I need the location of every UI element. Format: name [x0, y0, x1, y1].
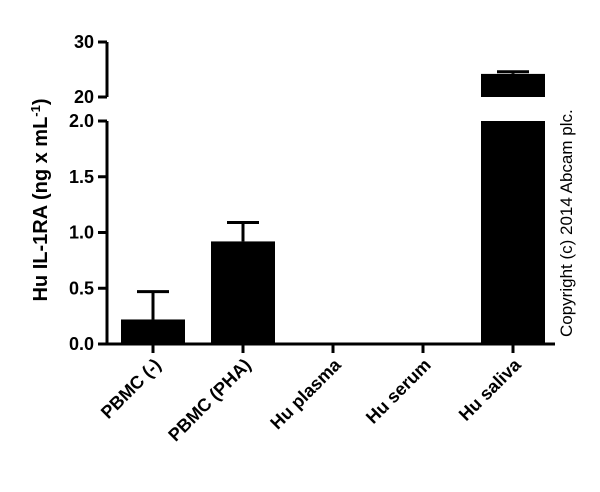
y-tick-label: 20 [74, 87, 94, 107]
bar-lower-segment [481, 121, 545, 344]
bar-upper-segment [481, 73, 545, 97]
y-tick-label: 0.5 [69, 278, 94, 298]
y-tick-label: 0.0 [69, 334, 94, 354]
x-category-label: Hu plasma [266, 354, 345, 433]
y-axis-label-close: ) [30, 98, 52, 105]
x-category-label: Hu saliva [455, 354, 526, 425]
y-tick-label: 1.0 [69, 223, 94, 243]
x-category-label: PBMC (PHA) [164, 355, 255, 446]
bars [121, 73, 545, 344]
y-axis-label: Hu IL-1RA (ng x mL-1) [28, 98, 53, 301]
copyright-annotation: Copyright (c) 2014 Abcam plc. [557, 109, 576, 337]
x-category-labels: PBMC (-) PBMC (PHA) Hu plasma Hu serum Hu sa… [97, 354, 526, 445]
y-axis-label-sup: -1 [28, 105, 43, 117]
y-tick-labels: 0.0 0.5 1.0 1.5 2.0 20 30 [69, 32, 94, 354]
y-tick-label: 1.5 [69, 167, 94, 187]
x-category-label: Hu serum [362, 355, 435, 428]
y-tick-label: 2.0 [69, 111, 94, 131]
x-category-label: PBMC (-) [97, 355, 165, 423]
bar [121, 319, 185, 344]
error-bars [137, 70, 529, 320]
bar [211, 241, 275, 344]
y-axis-label-main: Hu IL-1RA (ng x mL [30, 117, 52, 302]
y-tick-label: 30 [74, 32, 94, 52]
